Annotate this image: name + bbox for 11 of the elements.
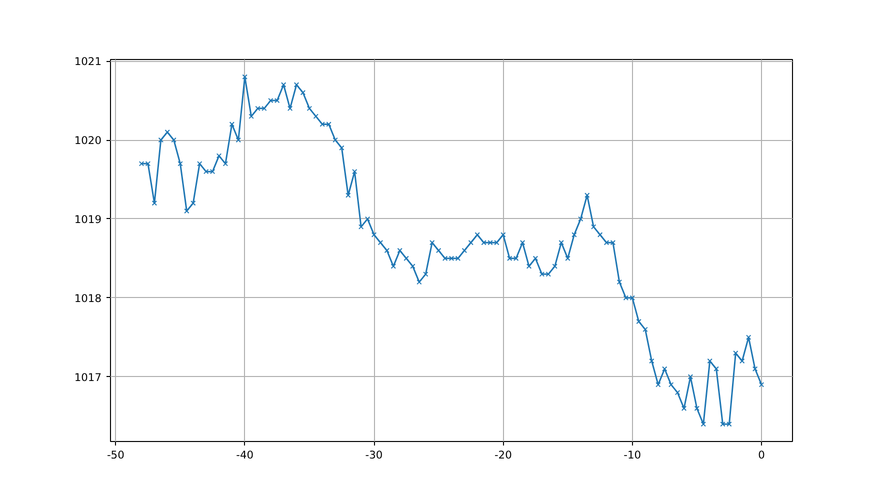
x-tick-label: -10 (624, 448, 642, 462)
x-tick-label: 0 (758, 448, 766, 462)
y-tick-label: 1018 (74, 292, 102, 305)
x-tick-label: -50 (106, 448, 125, 462)
y-tick-label: 1017 (74, 370, 102, 384)
x-tick-label: -30 (365, 448, 383, 462)
x-tick-label: -20 (494, 448, 512, 462)
y-tick-label: 1021 (74, 55, 102, 68)
y-tick-label: 1020 (74, 134, 102, 148)
x-tick-label: -40 (236, 448, 254, 462)
y-tick-label: 1019 (74, 212, 102, 226)
